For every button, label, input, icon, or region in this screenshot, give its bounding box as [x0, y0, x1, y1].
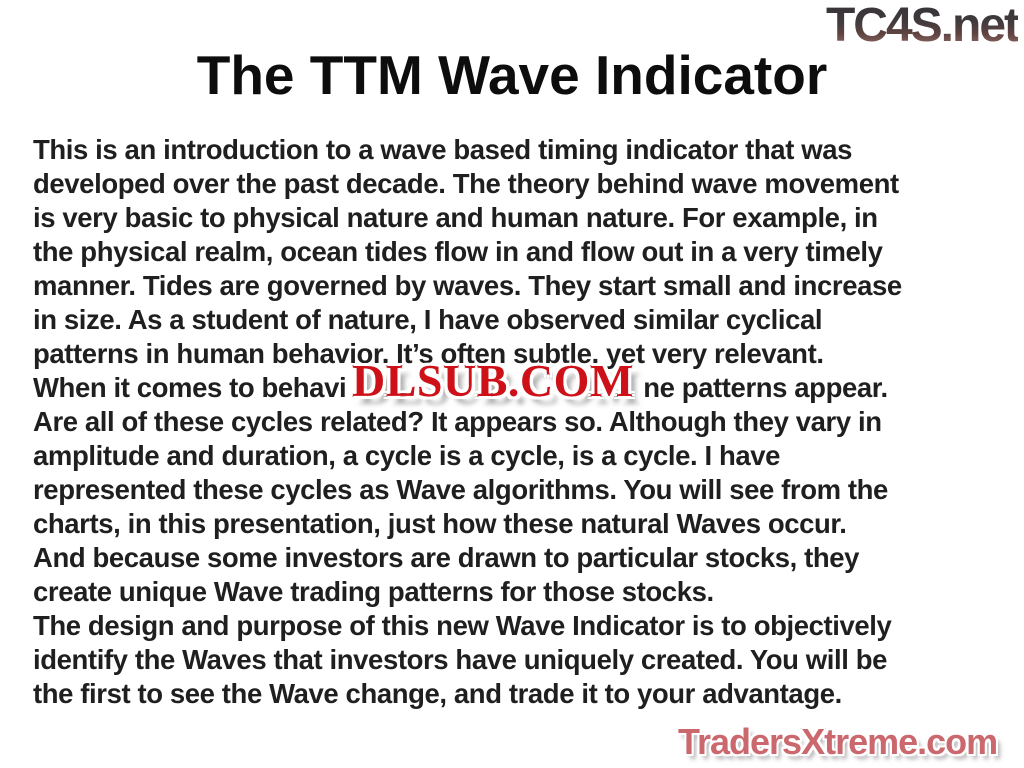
- body-line: the first to see the Wave change, and tr…: [33, 678, 842, 709]
- body-line: The design and purpose of this new Wave …: [33, 610, 892, 641]
- masked-line-after: ne patterns appear.: [643, 372, 888, 403]
- dlsub-watermark: DLSUB.COM: [352, 355, 634, 406]
- masked-line-before: When it comes to behavi: [33, 372, 347, 403]
- body-line: And because some investors are drawn to …: [33, 542, 860, 573]
- tc4s-watermark: TC4S.net: [825, 0, 1020, 52]
- body-paragraph: This is an introduction to a wave based …: [33, 133, 1003, 711]
- body-line: represented these cycles as Wave algorit…: [33, 474, 888, 505]
- tradersxtreme-watermark: TradersXtreme.com: [677, 721, 999, 762]
- body-line: amplitude and duration, a cycle is a cyc…: [33, 440, 781, 471]
- body-line: in size. As a student of nature, I have …: [33, 304, 823, 335]
- body-line: charts, in this presentation, just how t…: [33, 508, 847, 539]
- body-line: create unique Wave trading patterns for …: [33, 576, 714, 607]
- body-line: developed over the past decade. The theo…: [33, 168, 899, 199]
- body-line: Are all of these cycles related? It appe…: [33, 406, 882, 437]
- body-line: the physical realm, ocean tides flow in …: [33, 236, 883, 267]
- body-line-masked: When it comes to behavi ne patterns appea…: [33, 371, 1003, 405]
- slide-title: The TTM Wave Indicator: [196, 44, 828, 106]
- body-line: This is an introduction to a wave based …: [33, 134, 852, 165]
- body-line: identify the Waves that investors have u…: [33, 644, 888, 675]
- body-line: manner. Tides are governed by waves. The…: [33, 270, 902, 301]
- body-line: patterns in human behavior. It’s often s…: [33, 338, 824, 369]
- body-line: is very basic to physical nature and hum…: [33, 202, 878, 233]
